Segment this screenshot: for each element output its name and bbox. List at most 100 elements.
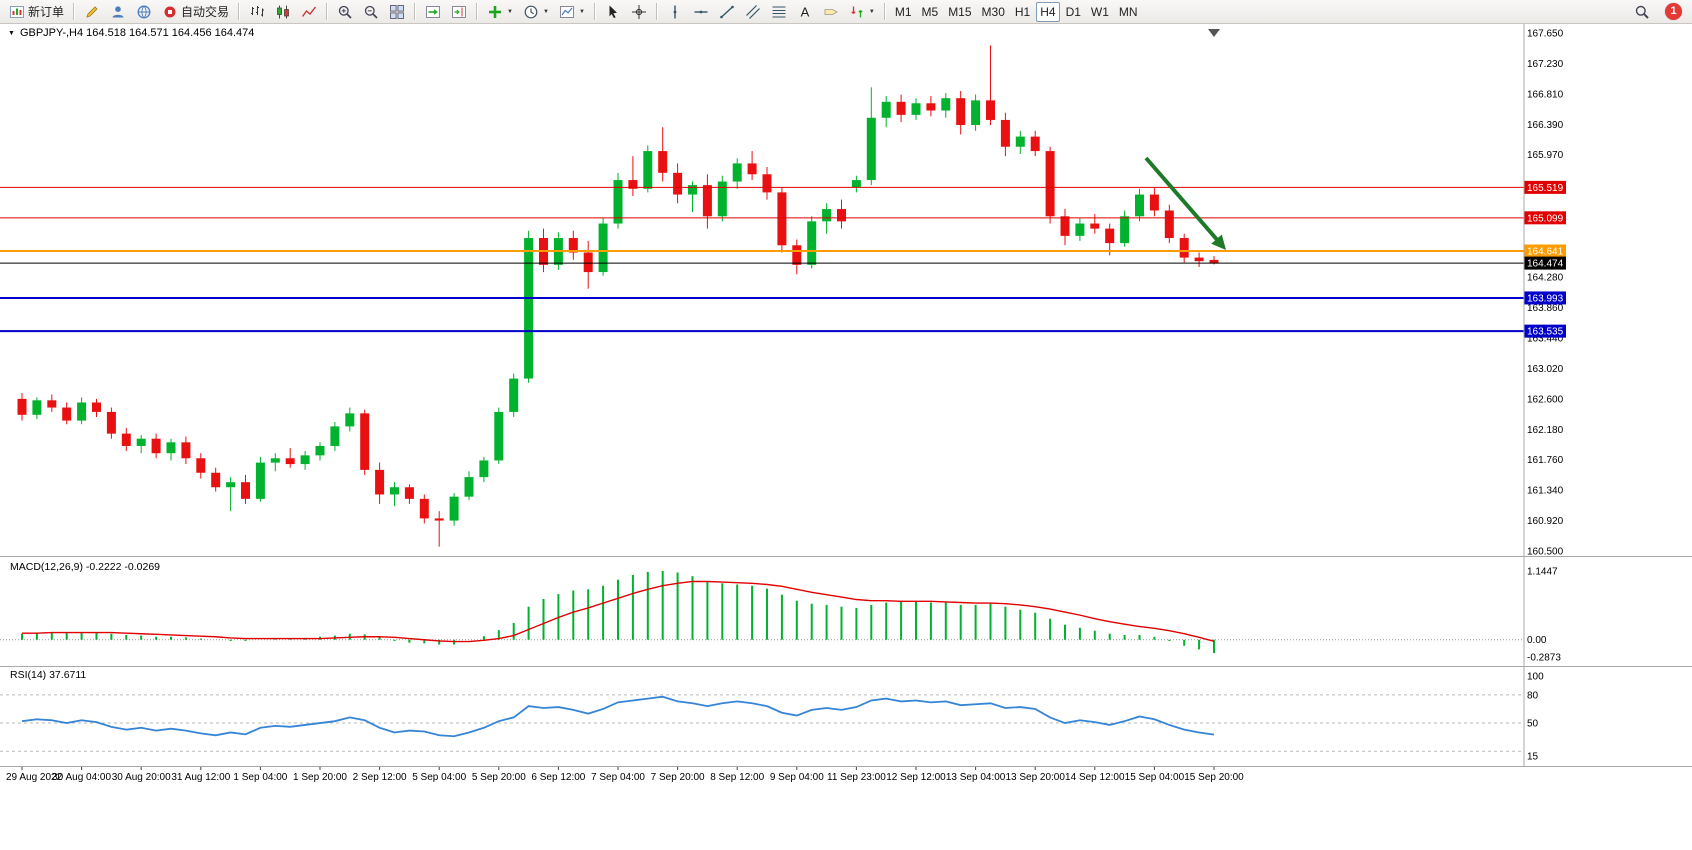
candle-chart-button[interactable] — [271, 2, 295, 22]
trendline-button[interactable] — [715, 2, 739, 22]
macd-signal-line — [22, 580, 1215, 643]
rsi-indicator-label: RSI(14) 37.6711 — [10, 669, 87, 681]
tf-h4-button[interactable]: H4 — [1036, 1, 1060, 22]
svg-text:1 Sep 04:00: 1 Sep 04:00 — [233, 772, 287, 783]
candle-body — [986, 100, 995, 120]
label-button[interactable] — [819, 2, 843, 22]
candle-body — [568, 238, 578, 253]
toolbar-separator — [883, 3, 886, 20]
fibonacci-button[interactable] — [767, 2, 791, 22]
zoom-in-button[interactable] — [333, 2, 357, 22]
trend-arrow-line[interactable] — [1144, 156, 1220, 243]
tf-h1-button-label: H1 — [1014, 4, 1031, 19]
svg-text:164.641: 164.641 — [1527, 246, 1564, 257]
zoom-out-button[interactable] — [359, 2, 383, 22]
auto-scroll-button[interactable] — [421, 2, 445, 22]
tf-m15-button[interactable]: M15 — [944, 2, 975, 22]
text-button[interactable]: A — [793, 2, 817, 22]
svg-text:166.810: 166.810 — [1527, 89, 1564, 100]
price-tag — [1524, 244, 1566, 258]
tf-m30-button[interactable]: M30 — [978, 2, 1009, 22]
candle-body — [1209, 259, 1219, 264]
candle-body — [434, 518, 444, 521]
svg-text:167.230: 167.230 — [1527, 59, 1564, 70]
candle-body — [345, 413, 355, 427]
tf-m5-button[interactable]: M5 — [918, 2, 943, 22]
tf-w1-button[interactable]: W1 — [1087, 2, 1113, 22]
metaeditor-button[interactable] — [80, 2, 104, 22]
candle-body — [47, 400, 57, 408]
candle-body — [1075, 223, 1085, 236]
tf-h1-button[interactable]: H1 — [1011, 2, 1034, 22]
candle-body — [1105, 228, 1115, 244]
candle-body — [792, 245, 802, 265]
trend-arrow-head — [1211, 234, 1226, 250]
tf-w1-button-label: W1 — [1090, 4, 1109, 19]
auto-scroll-icon — [426, 5, 441, 18]
metaeditor-icon — [86, 5, 98, 18]
svg-text:164.280: 164.280 — [1527, 273, 1564, 284]
candle-body — [1000, 119, 1010, 147]
candle-body — [1015, 136, 1025, 147]
candles-layer — [17, 45, 1219, 547]
cursor-icon — [609, 5, 617, 18]
channel-button[interactable] — [741, 2, 765, 22]
tf-mn-button-label: MN — [1118, 4, 1138, 19]
autotrading-button[interactable]: 自动交易 — [158, 2, 233, 22]
templates-button[interactable]: ▼ — [555, 2, 589, 22]
crosshair-button[interactable] — [627, 2, 651, 22]
collapse-arrow-icon[interactable]: ▼ — [8, 29, 15, 37]
price-scale-layer: 167.650 167.230 166.810 166.390 165.970 164.2… — [1527, 29, 1564, 558]
tf-h4-button-label: H4 — [1040, 4, 1056, 19]
chart-shift-marker-icon[interactable] — [1208, 29, 1220, 37]
candle-body — [1164, 210, 1174, 239]
chart-shift-button[interactable] — [447, 2, 471, 22]
candle-body — [1090, 223, 1100, 229]
arrows-button[interactable]: ▼ — [845, 2, 879, 22]
indicators-button[interactable]: ▼ — [483, 2, 517, 22]
channel-icon — [745, 4, 760, 19]
notification-badge[interactable]: 1 — [1665, 3, 1682, 20]
dropdown-caret-icon: ▼ — [507, 8, 513, 15]
svg-text:163.860: 163.860 — [1527, 303, 1564, 314]
candle-body — [896, 101, 906, 115]
rsi-layer: 100 80 50 15 — [0, 672, 1544, 763]
candle-body — [479, 460, 489, 478]
candle-body — [702, 185, 712, 217]
candle-body — [300, 455, 310, 465]
tf-mn-button[interactable]: MN — [1115, 2, 1142, 22]
price-tag — [1524, 291, 1566, 305]
new-order-button[interactable]: 新订单 — [5, 2, 68, 22]
bar-chart-button[interactable] — [245, 2, 269, 22]
svg-text:29 Aug 2022: 29 Aug 2022 — [6, 772, 63, 783]
profile-icon — [112, 5, 124, 17]
autotrading-button-label: 自动交易 — [181, 5, 230, 19]
periods-button[interactable]: ▼ — [519, 2, 553, 22]
search-button[interactable] — [1630, 2, 1654, 22]
community-button[interactable] — [132, 2, 156, 22]
cursor-button[interactable] — [601, 2, 625, 22]
svg-text:163.020: 163.020 — [1527, 364, 1564, 375]
candle-body — [196, 458, 206, 473]
line-chart-button[interactable] — [297, 2, 321, 22]
candle-body — [360, 413, 370, 470]
candle-body — [851, 180, 861, 188]
tf-d1-button[interactable]: D1 — [1062, 2, 1085, 22]
candle-body — [211, 472, 221, 488]
profile-button[interactable] — [106, 2, 130, 22]
tf-m1-button[interactable]: M1 — [891, 2, 916, 22]
candle-body — [941, 98, 951, 111]
candle-body — [956, 98, 966, 126]
horizontal-line-button[interactable] — [689, 2, 713, 22]
trendline-icon — [720, 5, 734, 18]
tf-m30-button-label: M30 — [981, 4, 1005, 19]
indicators-icon — [489, 5, 502, 18]
tile-windows-button[interactable] — [385, 2, 409, 22]
vertical-line-button[interactable] — [663, 2, 687, 22]
svg-text:12 Sep 12:00: 12 Sep 12:00 — [886, 772, 946, 783]
toolbar-separator — [414, 3, 417, 20]
svg-text:163.535: 163.535 — [1527, 327, 1564, 338]
candle-body — [166, 442, 176, 454]
arrow-annotation-layer — [1144, 156, 1226, 250]
